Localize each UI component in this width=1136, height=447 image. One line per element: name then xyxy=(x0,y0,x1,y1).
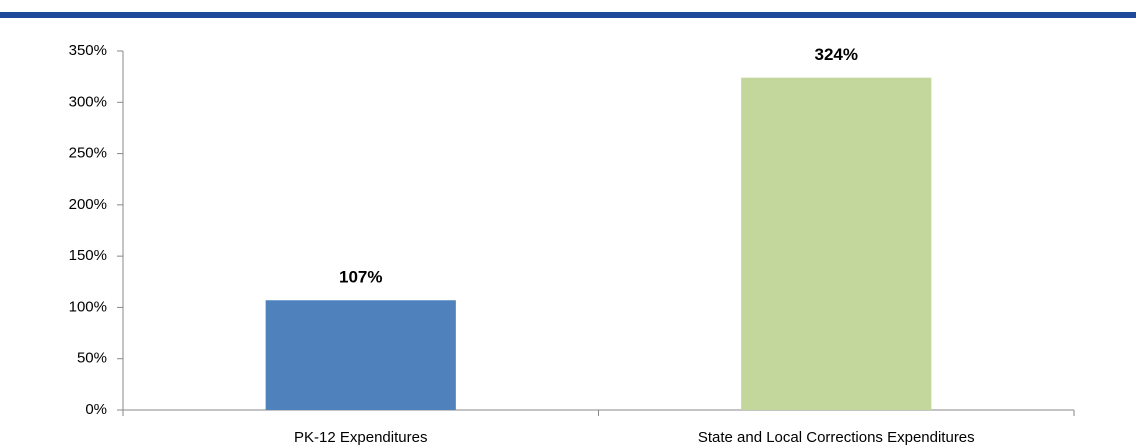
header-rule xyxy=(0,12,1136,18)
x-tick-label: PK-12 Expenditures xyxy=(294,429,427,446)
y-tick-label: 350% xyxy=(69,42,107,59)
y-tick-label: 50% xyxy=(77,350,107,367)
bar xyxy=(741,77,932,410)
y-tick-label: 200% xyxy=(69,196,107,213)
y-tick-label: 100% xyxy=(69,298,107,315)
bar xyxy=(265,300,456,410)
y-tick-label: 150% xyxy=(69,247,107,264)
y-tick-label: 0% xyxy=(85,401,107,418)
value-label: 324% xyxy=(815,45,858,64)
y-tick-label: 300% xyxy=(69,93,107,110)
x-tick-label: State and Local Corrections Expenditures xyxy=(698,429,975,446)
y-tick-label: 250% xyxy=(69,145,107,162)
value-label: 107% xyxy=(339,268,382,287)
